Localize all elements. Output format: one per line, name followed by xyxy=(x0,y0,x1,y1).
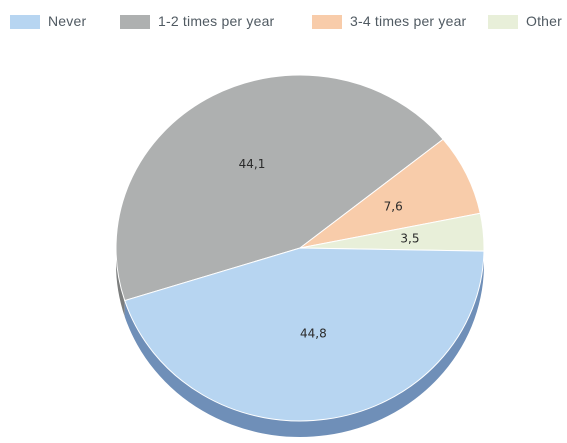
slice-value-label: 7,6 xyxy=(384,200,403,214)
pie-side-1 xyxy=(116,248,125,317)
pie-slice-1-2-times-per-year xyxy=(115,74,444,302)
slice-value-label: 44,1 xyxy=(239,157,266,171)
legend-swatch-other xyxy=(488,15,518,29)
legend-swatch-3-4-times xyxy=(312,15,342,29)
legend-label-3-4-times: 3-4 times per year xyxy=(350,13,467,29)
legend-label-never: Never xyxy=(48,13,87,29)
legend-swatch-never xyxy=(10,15,40,29)
slice-value-label: 44,8 xyxy=(300,327,327,341)
legend-label-other: Other xyxy=(526,13,563,29)
pie-slice-never xyxy=(124,247,485,422)
legend-label-1-2-times: 1-2 times per year xyxy=(158,13,275,29)
legend: Never 1-2 times per year 3-4 times per y… xyxy=(10,12,562,32)
legend-swatch-1-2-times xyxy=(120,15,150,29)
slice-value-label: 3,5 xyxy=(400,231,419,245)
